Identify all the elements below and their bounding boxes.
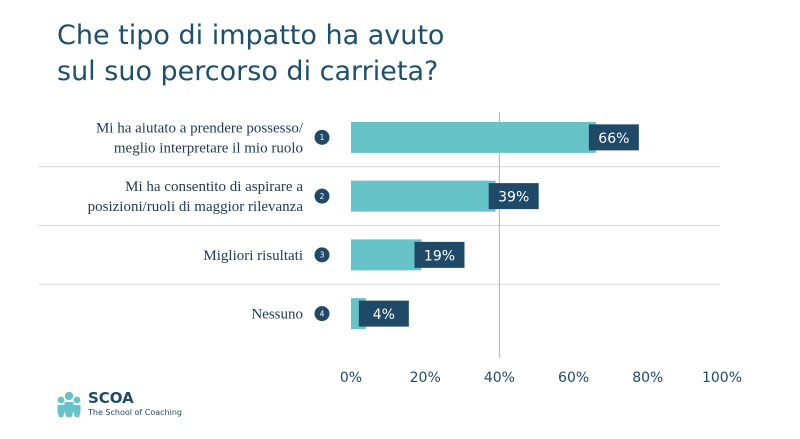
row-number-badge [314, 306, 330, 322]
row-number-label: 2 [320, 192, 325, 201]
x-tick-label: 80% [632, 370, 663, 386]
row-number-badge [314, 247, 330, 263]
bar [351, 180, 496, 212]
brand-name: SCOA [88, 389, 134, 407]
bar [351, 121, 596, 153]
value-label-box [414, 241, 465, 268]
chart-title: Che tipo di impatto ha avuto sul suo per… [57, 18, 444, 90]
category-label: posizioni/ruoli di maggior rilevanza [88, 199, 304, 215]
brand-tagline: The School of Coaching [88, 408, 182, 417]
chart-title-line-2: sul suo percorso di carrieta? [57, 56, 439, 87]
row-number-label: 3 [320, 251, 325, 260]
data-label: 66% [598, 131, 629, 147]
x-tick-label: 20% [410, 370, 441, 386]
data-label: 19% [424, 248, 455, 264]
row-number-badge [314, 129, 330, 145]
x-tick-label: 60% [558, 370, 589, 386]
row-number-badge [314, 188, 330, 204]
row-number-label: 1 [320, 133, 325, 142]
x-tick-label: 100% [702, 370, 742, 386]
value-label-box [358, 300, 409, 327]
category-label: Migliori risultati [203, 248, 303, 264]
bar [351, 239, 422, 271]
row-number-label: 4 [320, 309, 325, 318]
value-label-box [488, 183, 539, 210]
data-label: 39% [498, 190, 529, 206]
category-label: Mi ha aiutato a prendere possesso/ [96, 120, 304, 136]
x-tick-label: 40% [484, 370, 515, 386]
coaching-figures-icon [57, 391, 81, 417]
category-label: Mi ha consentito di aspirare a [125, 179, 303, 195]
category-label: meglio interpretare il mio ruolo [114, 140, 303, 156]
value-label-box [588, 124, 639, 151]
x-tick-label: 0% [340, 370, 362, 386]
category-label: Nessuno [251, 307, 303, 323]
data-label: 4% [373, 307, 395, 323]
chart-title-line-1: Che tipo di impatto ha avuto [57, 20, 445, 51]
